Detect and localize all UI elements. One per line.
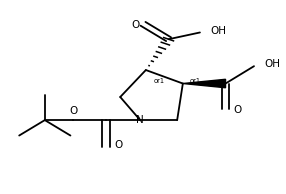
Text: or1: or1 (154, 78, 165, 84)
Text: O: O (233, 106, 242, 115)
Polygon shape (183, 79, 226, 88)
Text: or1: or1 (190, 78, 201, 84)
Text: O: O (131, 20, 140, 30)
Text: O: O (114, 140, 122, 150)
Text: OH: OH (210, 26, 226, 36)
Text: N: N (136, 115, 144, 125)
Text: OH: OH (264, 59, 280, 69)
Text: O: O (69, 107, 78, 116)
